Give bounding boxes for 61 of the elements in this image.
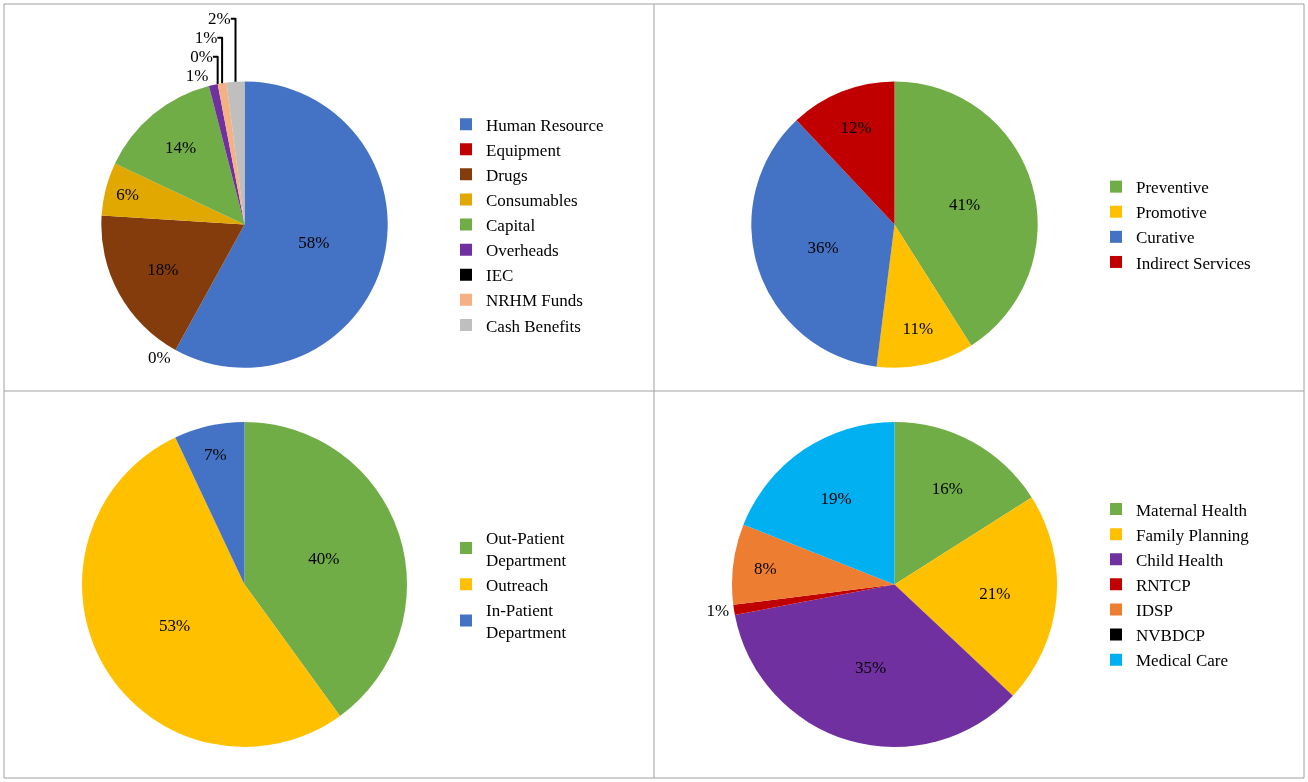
pie-slice bbox=[114, 85, 245, 225]
data-label: 6% bbox=[116, 185, 140, 205]
data-label: 12% bbox=[840, 117, 872, 137]
legend-label: In-Patient Department bbox=[486, 600, 567, 643]
data-label: 11% bbox=[902, 319, 934, 339]
pie-slice bbox=[743, 422, 895, 585]
legend-label: Drugs bbox=[486, 165, 528, 185]
pie-slice bbox=[876, 224, 972, 368]
legend-label: Preventive bbox=[1136, 178, 1209, 198]
legend-label: Promotive bbox=[1136, 203, 1207, 223]
legend-label: Equipment bbox=[486, 140, 561, 160]
legend-label: Outreach bbox=[486, 575, 549, 595]
pie-slice bbox=[175, 422, 245, 585]
text: 0% bbox=[190, 47, 213, 67]
legend-label: Indirect Services bbox=[1136, 253, 1251, 273]
legend-label: NVBDCP bbox=[1136, 626, 1205, 646]
data-label: 41% bbox=[949, 194, 981, 214]
legend-label: IEC bbox=[486, 266, 514, 286]
data-label: 36% bbox=[807, 238, 839, 258]
legend-label: Family Planning bbox=[1136, 525, 1250, 545]
pie-slice bbox=[894, 497, 1057, 696]
data-label: 40% bbox=[308, 549, 340, 569]
data-label: 8% bbox=[754, 558, 777, 578]
data-label: 21% bbox=[979, 584, 1011, 604]
pie-slice bbox=[894, 81, 1038, 346]
data-label: 53% bbox=[158, 616, 191, 636]
legend-label: NRHM Funds bbox=[486, 291, 583, 311]
legend-label: RNTCP bbox=[1136, 575, 1191, 595]
data-label: 1% bbox=[194, 28, 218, 48]
legend-label: Maternal Health bbox=[1136, 500, 1248, 520]
pie-slice bbox=[894, 422, 1032, 585]
legend-label: Medical Care bbox=[1136, 651, 1229, 671]
legend-label: Consumables bbox=[486, 191, 578, 211]
data-label: 1% bbox=[706, 600, 730, 620]
data-label: 58% bbox=[298, 232, 330, 252]
legend-label: Curative bbox=[1136, 228, 1195, 248]
pie-slice bbox=[751, 120, 895, 367]
data-label: 2% bbox=[208, 9, 231, 29]
data-label: 35% bbox=[854, 657, 887, 677]
data-label: 1% bbox=[185, 66, 209, 86]
pie-slice bbox=[82, 437, 341, 747]
pie-slice bbox=[734, 584, 1013, 747]
legend-label: Capital bbox=[486, 216, 536, 236]
data-label: 19% bbox=[820, 488, 852, 508]
pie-slice bbox=[226, 81, 245, 225]
data-label: 14% bbox=[164, 137, 197, 157]
pie-slice bbox=[732, 524, 895, 605]
data-label: 16% bbox=[931, 478, 963, 498]
legend-label: IDSP bbox=[1136, 601, 1173, 621]
legend-label: Cash Benefits bbox=[486, 316, 581, 336]
pie-slice bbox=[101, 215, 245, 351]
data-label: 18% bbox=[147, 260, 179, 280]
pie-slice bbox=[244, 422, 407, 716]
legend-label: Out-Patient Department bbox=[486, 528, 567, 570]
legend-label: Overheads bbox=[486, 241, 559, 261]
legend-label: Child Health bbox=[1136, 550, 1224, 570]
legend-label: Human Resource bbox=[486, 115, 604, 135]
data-label: 7% bbox=[204, 444, 227, 464]
pie-slice bbox=[101, 163, 245, 225]
text: 0% bbox=[148, 347, 171, 367]
pie-slice bbox=[796, 81, 895, 225]
